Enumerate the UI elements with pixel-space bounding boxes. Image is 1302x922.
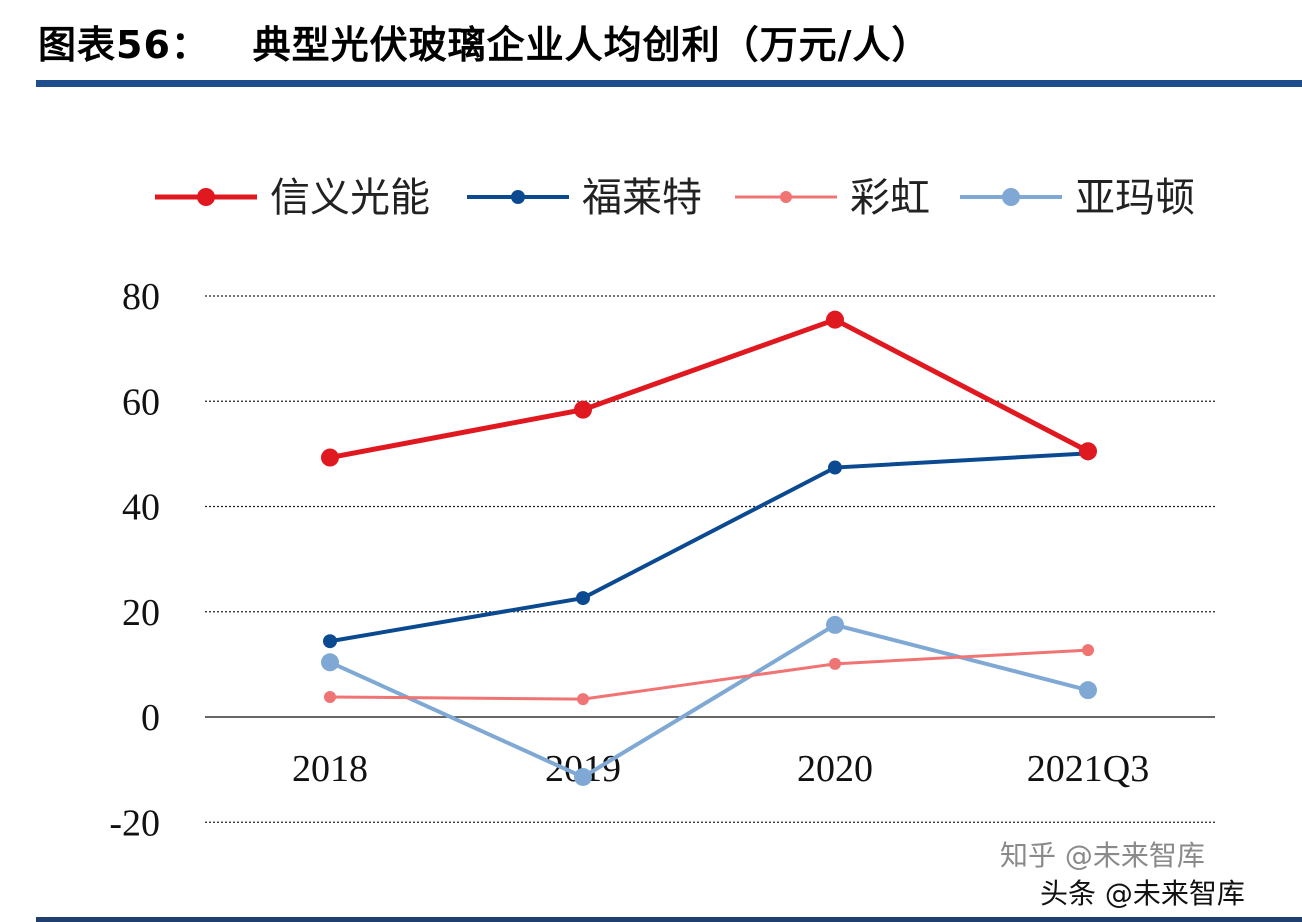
y-tick-label: 40 bbox=[122, 487, 160, 529]
series-line-2 bbox=[329, 451, 1089, 644]
data-point bbox=[574, 767, 592, 786]
y-tick-label: 0 bbox=[141, 697, 160, 739]
data-point bbox=[321, 653, 339, 672]
series-line-1 bbox=[329, 316, 1090, 461]
watermark-zhihu: 知乎 @未来智库 bbox=[1000, 839, 1205, 872]
series-line-4 bbox=[329, 622, 1089, 780]
legend-marker bbox=[511, 190, 525, 204]
x-tick-label: 2018 bbox=[292, 748, 368, 790]
data-point bbox=[1082, 644, 1094, 657]
data-point bbox=[576, 591, 590, 606]
watermark-toutiao: 头条 @未来智库 bbox=[1040, 877, 1245, 910]
data-point bbox=[1079, 681, 1097, 700]
legend-label: 亚玛顿 bbox=[1075, 175, 1195, 221]
y-tick-label: 60 bbox=[122, 381, 160, 423]
data-point bbox=[1079, 442, 1097, 461]
data-point bbox=[323, 634, 337, 649]
data-point bbox=[829, 657, 841, 670]
x-tick-label: 2021Q3 bbox=[1027, 748, 1149, 790]
data-point bbox=[324, 691, 336, 704]
page-title: 图表56： 典型光伏玻璃企业人均创利（万元/人） bbox=[38, 23, 931, 67]
legend-label: 彩虹 bbox=[850, 175, 930, 221]
legend-marker bbox=[1002, 188, 1020, 206]
data-point bbox=[577, 693, 589, 706]
bottom-rule bbox=[36, 917, 1302, 922]
data-point bbox=[321, 448, 339, 467]
y-tick-label: -20 bbox=[109, 802, 160, 844]
data-point bbox=[574, 400, 592, 419]
title-rule bbox=[36, 80, 1302, 87]
data-point bbox=[828, 460, 842, 475]
x-tick-label: 2020 bbox=[797, 748, 873, 790]
legend-label: 福莱特 bbox=[582, 175, 702, 221]
data-point bbox=[826, 615, 844, 634]
data-point bbox=[826, 310, 844, 329]
y-tick-label: 80 bbox=[122, 276, 160, 318]
legend-marker bbox=[197, 188, 215, 206]
legend-marker bbox=[780, 191, 792, 203]
series-line-3 bbox=[329, 648, 1089, 701]
legend-label: 信义光能 bbox=[270, 175, 430, 221]
y-tick-label: 20 bbox=[122, 592, 160, 634]
